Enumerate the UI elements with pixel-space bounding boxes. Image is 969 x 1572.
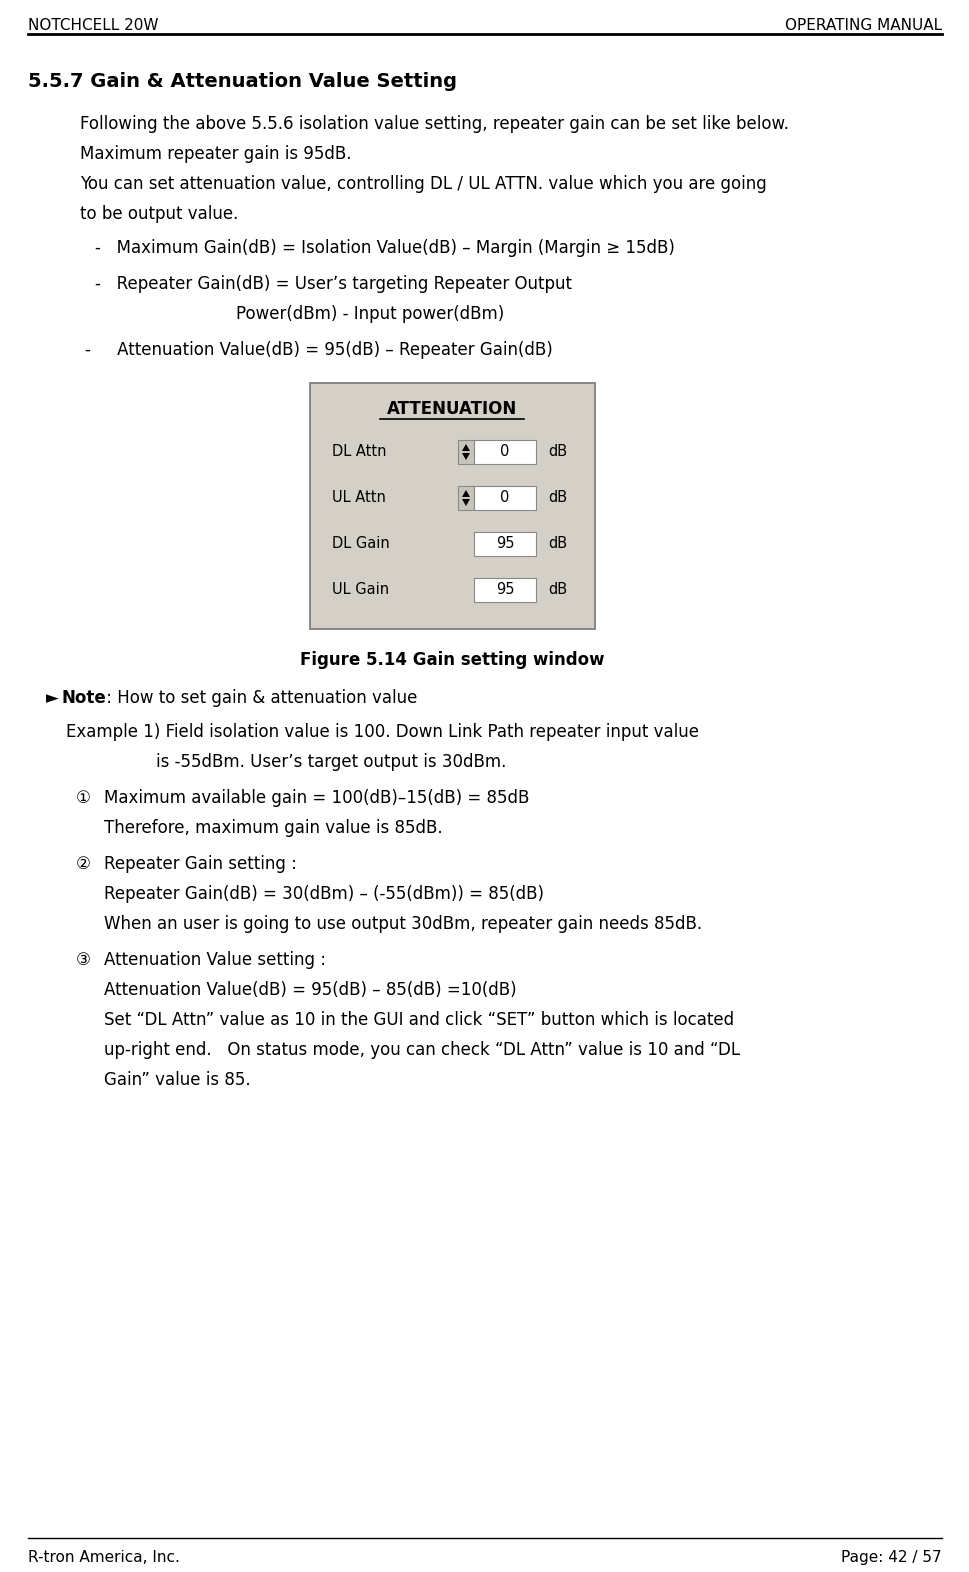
FancyBboxPatch shape <box>474 578 536 602</box>
Text: NOTCHCELL 20W: NOTCHCELL 20W <box>28 17 158 33</box>
Text: -   Repeater Gain(dB) = User’s targeting Repeater Output: - Repeater Gain(dB) = User’s targeting R… <box>95 275 572 292</box>
Text: 0: 0 <box>500 445 509 459</box>
Text: to be output value.: to be output value. <box>79 204 238 223</box>
Polygon shape <box>461 498 470 506</box>
Text: : How to set gain & attenuation value: : How to set gain & attenuation value <box>101 689 417 707</box>
Text: Page: 42 / 57: Page: 42 / 57 <box>840 1550 941 1566</box>
Text: OPERATING MANUAL: OPERATING MANUAL <box>784 17 941 33</box>
Text: Note: Note <box>62 689 107 707</box>
Text: -     Attenuation Value(dB) = 95(dB) – Repeater Gain(dB): - Attenuation Value(dB) = 95(dB) – Repea… <box>85 341 552 358</box>
Polygon shape <box>461 453 470 461</box>
Text: 95: 95 <box>495 583 514 597</box>
Text: is -55dBm. User’s target output is 30dBm.: is -55dBm. User’s target output is 30dBm… <box>156 753 506 770</box>
FancyBboxPatch shape <box>474 531 536 556</box>
Text: Repeater Gain setting :: Repeater Gain setting : <box>104 855 297 872</box>
FancyBboxPatch shape <box>457 440 474 464</box>
Text: UL Gain: UL Gain <box>331 583 389 597</box>
Text: Attenuation Value setting :: Attenuation Value setting : <box>104 951 326 968</box>
Polygon shape <box>461 490 470 497</box>
Text: ①: ① <box>76 789 91 806</box>
Text: 5.5.7 Gain & Attenuation Value Setting: 5.5.7 Gain & Attenuation Value Setting <box>28 72 456 91</box>
Text: up-right end.   On status mode, you can check “DL Attn” value is 10 and “DL: up-right end. On status mode, you can ch… <box>104 1041 739 1060</box>
Text: ►: ► <box>46 689 64 707</box>
Text: Maximum available gain = 100(dB)–15(dB) = 85dB: Maximum available gain = 100(dB)–15(dB) … <box>104 789 529 806</box>
Text: DL Attn: DL Attn <box>331 445 386 459</box>
Text: R-tron America, Inc.: R-tron America, Inc. <box>28 1550 179 1566</box>
Text: When an user is going to use output 30dBm, repeater gain needs 85dB.: When an user is going to use output 30dB… <box>104 915 702 934</box>
FancyBboxPatch shape <box>310 384 594 629</box>
FancyBboxPatch shape <box>457 486 474 509</box>
Text: 95: 95 <box>495 536 514 552</box>
Text: You can set attenuation value, controlling DL / UL ATTN. value which you are goi: You can set attenuation value, controlli… <box>79 174 766 193</box>
Text: Example 1) Field isolation value is 100. Down Link Path repeater input value: Example 1) Field isolation value is 100.… <box>66 723 699 740</box>
Polygon shape <box>461 443 470 451</box>
Text: ATTENUATION: ATTENUATION <box>387 399 517 418</box>
Text: dB: dB <box>547 536 567 552</box>
Text: UL Attn: UL Attn <box>331 490 386 506</box>
Text: Maximum repeater gain is 95dB.: Maximum repeater gain is 95dB. <box>79 145 351 163</box>
Text: dB: dB <box>547 490 567 506</box>
Text: dB: dB <box>547 445 567 459</box>
Text: Gain” value is 85.: Gain” value is 85. <box>104 1071 250 1089</box>
Text: Power(dBm) - Input power(dBm): Power(dBm) - Input power(dBm) <box>235 305 504 322</box>
Text: ②: ② <box>76 855 91 872</box>
FancyBboxPatch shape <box>474 486 536 509</box>
Text: Set “DL Attn” value as 10 in the GUI and click “SET” button which is located: Set “DL Attn” value as 10 in the GUI and… <box>104 1011 734 1030</box>
Text: -   Maximum Gain(dB) = Isolation Value(dB) – Margin (Margin ≥ 15dB): - Maximum Gain(dB) = Isolation Value(dB)… <box>95 239 674 256</box>
Text: dB: dB <box>547 583 567 597</box>
Text: Following the above 5.5.6 isolation value setting, repeater gain can be set like: Following the above 5.5.6 isolation valu… <box>79 115 788 134</box>
Text: Figure 5.14 Gain setting window: Figure 5.14 Gain setting window <box>300 651 604 670</box>
Text: Attenuation Value(dB) = 95(dB) – 85(dB) =10(dB): Attenuation Value(dB) = 95(dB) – 85(dB) … <box>104 981 516 998</box>
FancyBboxPatch shape <box>474 440 536 464</box>
Text: 0: 0 <box>500 490 509 506</box>
Text: Therefore, maximum gain value is 85dB.: Therefore, maximum gain value is 85dB. <box>104 819 442 836</box>
Text: Repeater Gain(dB) = 30(dBm) – (-55(dBm)) = 85(dB): Repeater Gain(dB) = 30(dBm) – (-55(dBm))… <box>104 885 544 902</box>
Text: ③: ③ <box>76 951 91 968</box>
Text: DL Gain: DL Gain <box>331 536 390 552</box>
